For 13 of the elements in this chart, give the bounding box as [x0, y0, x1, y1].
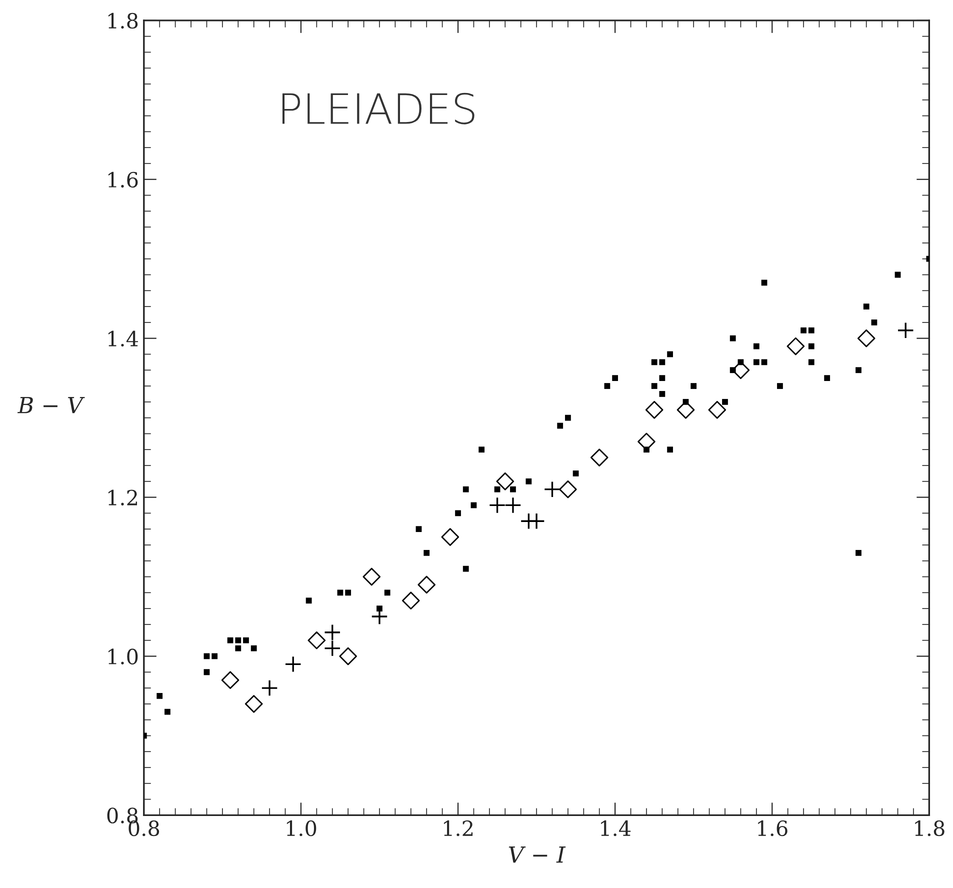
y-axis-title: B − V	[17, 396, 85, 414]
x-axis-title: V − I	[508, 846, 566, 863]
x-tick-label: 1.4	[601, 820, 631, 836]
x-tick-label: 1.6	[758, 820, 788, 836]
y-tick-label: 1.2	[108, 490, 137, 506]
y-tick-label: 1.4	[108, 330, 138, 347]
text: PLEIADES	[282, 92, 474, 124]
x-tick-label: 1.8	[915, 820, 944, 836]
y-tick-label: 1.8	[108, 12, 138, 29]
x-tick-label: 1.0	[286, 820, 316, 836]
y-tick-label: 1.0	[108, 648, 138, 664]
y-tick-label: 1.6	[108, 172, 138, 188]
x-tick-label: 1.2	[444, 820, 473, 836]
